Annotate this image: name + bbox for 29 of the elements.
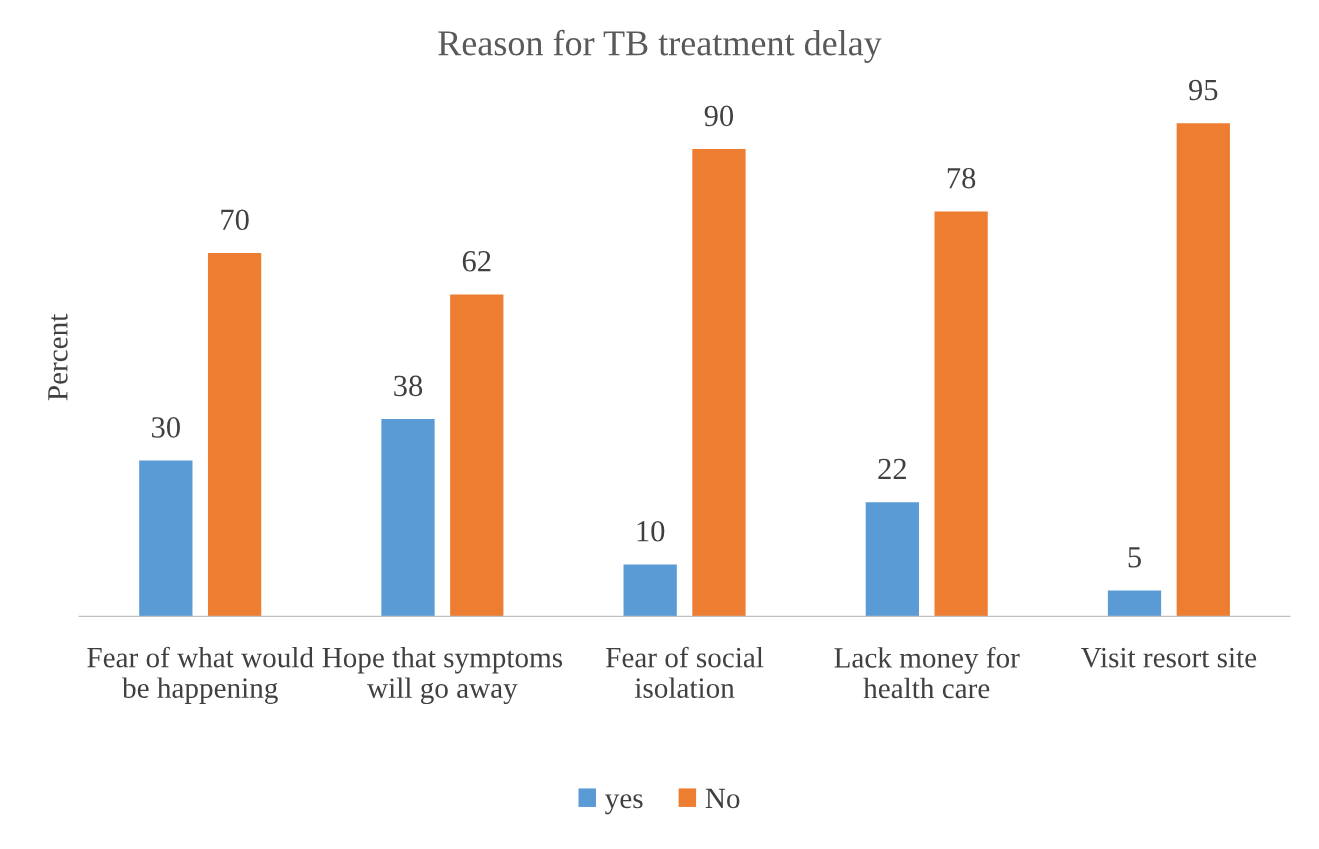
- bar: [450, 294, 504, 617]
- data-label: 30: [152, 417, 180, 438]
- x-tick-label: Hope that symptoms will go away: [322, 646, 563, 705]
- x-tick-label: Fear of what would be happening: [87, 646, 314, 704]
- x-tick-label: Visit resort site: [1080, 647, 1257, 668]
- x-tick-label: Lack money for health care: [834, 646, 1020, 699]
- data-label: 22: [878, 458, 906, 479]
- y-axis-title: Percent: [48, 313, 68, 401]
- bar: [139, 460, 193, 617]
- data-label: 38: [394, 375, 423, 397]
- data-label: 62: [462, 251, 491, 272]
- data-label: 90: [704, 105, 734, 127]
- bar: [934, 211, 988, 617]
- legend-label: yes: [605, 794, 643, 815]
- bar: [692, 149, 746, 617]
- x-tick-label: Fear of social isolation: [606, 646, 764, 698]
- data-label: 95: [1188, 79, 1218, 101]
- legend-label: No: [705, 788, 740, 809]
- bar: [381, 419, 435, 617]
- data-label: 5: [1128, 547, 1141, 568]
- bar: [1107, 590, 1162, 617]
- chart-title: Reason for TB treatment delay: [438, 29, 882, 63]
- bar: [207, 252, 262, 617]
- bar: [1176, 123, 1230, 617]
- bar: [623, 564, 677, 617]
- bar: [865, 502, 919, 617]
- data-label: 10: [637, 520, 665, 542]
- data-label: 78: [947, 167, 976, 189]
- data-label: 70: [221, 209, 249, 231]
